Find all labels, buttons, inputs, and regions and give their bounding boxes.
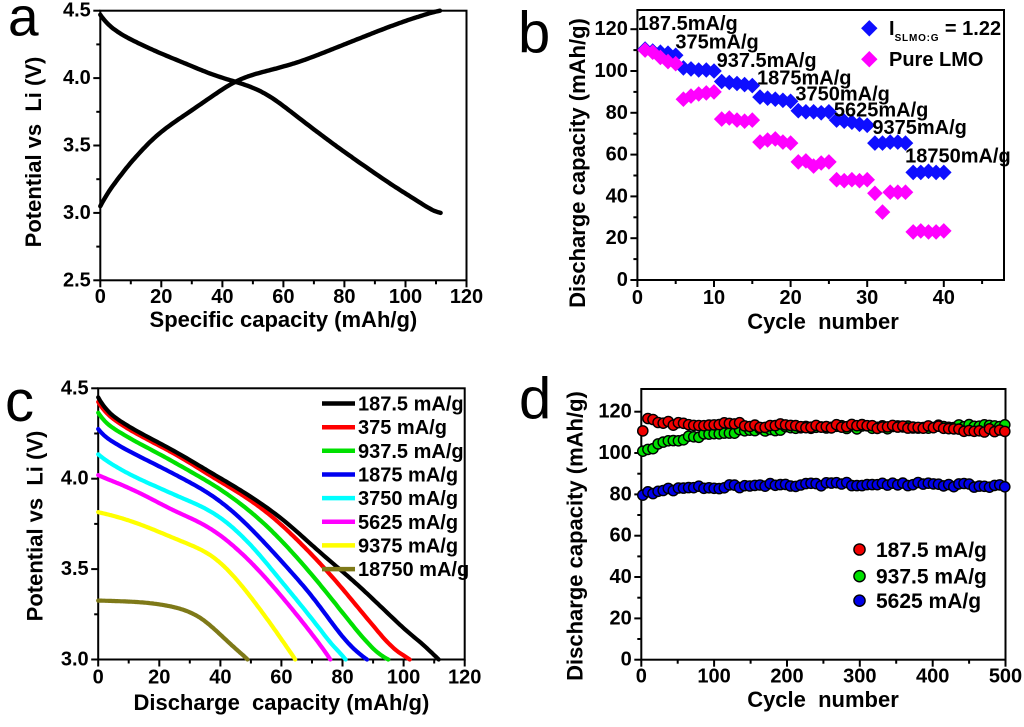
svg-text:40: 40: [933, 287, 955, 309]
svg-text:Pure LMO: Pure LMO: [889, 49, 983, 71]
svg-text:3750 mA/g: 3750 mA/g: [358, 488, 458, 510]
svg-text:100: 100: [595, 60, 628, 82]
svg-text:4.0: 4.0: [63, 67, 91, 89]
svg-text:18750 mA/g: 18750 mA/g: [358, 559, 469, 581]
svg-text:60: 60: [272, 286, 294, 308]
svg-text:0: 0: [621, 649, 632, 671]
svg-text:9375mA/g: 9375mA/g: [872, 117, 967, 139]
svg-text:375 mA/g: 375 mA/g: [358, 417, 447, 439]
svg-text:4.0: 4.0: [61, 468, 89, 490]
svg-text:20: 20: [606, 227, 628, 249]
svg-text:5625mA/g: 5625mA/g: [834, 100, 929, 122]
svg-text:80: 80: [331, 667, 353, 689]
svg-text:b: b: [518, 1, 550, 66]
svg-text:400: 400: [916, 666, 949, 688]
svg-text:1875 mA/g: 1875 mA/g: [358, 465, 458, 487]
svg-text:120: 120: [448, 667, 481, 689]
svg-text:d: d: [519, 367, 551, 432]
svg-text:187.5 mA/g: 187.5 mA/g: [876, 539, 987, 562]
svg-text:4.5: 4.5: [61, 377, 89, 399]
svg-text:2.5: 2.5: [63, 269, 91, 291]
svg-text:187.5 mA/g: 187.5 mA/g: [358, 394, 464, 416]
svg-text:30: 30: [856, 287, 878, 309]
svg-text:40: 40: [610, 566, 632, 588]
svg-text:60: 60: [270, 667, 292, 689]
svg-text:Potential vs Li (V): Potential vs Li (V): [23, 431, 48, 622]
svg-text:Potential vs Li (V): Potential vs Li (V): [21, 57, 46, 248]
svg-text:80: 80: [606, 102, 628, 124]
svg-text:20: 20: [150, 286, 172, 308]
svg-text:40: 40: [606, 185, 628, 207]
svg-text:120: 120: [595, 18, 628, 40]
svg-text:100: 100: [598, 442, 631, 464]
svg-text:937.5 mA/g: 937.5 mA/g: [358, 441, 464, 463]
svg-text:187.5mA/g: 187.5mA/g: [638, 13, 738, 35]
svg-text:Discharge capacity (mAh/g): Discharge capacity (mAh/g): [565, 18, 590, 308]
svg-text:100: 100: [697, 666, 730, 688]
svg-text:3.0: 3.0: [61, 649, 89, 671]
svg-text:120: 120: [598, 401, 631, 423]
svg-text:0: 0: [95, 286, 106, 308]
svg-text:20: 20: [779, 287, 801, 309]
svg-text:20: 20: [148, 667, 170, 689]
svg-text:120: 120: [450, 286, 483, 308]
svg-text:c: c: [5, 369, 34, 434]
svg-text:100: 100: [387, 667, 420, 689]
svg-text:375mA/g: 375mA/g: [675, 32, 758, 54]
svg-text:80: 80: [610, 483, 632, 505]
svg-text:20: 20: [610, 607, 632, 629]
svg-text:0: 0: [617, 269, 628, 291]
svg-text:5625 mA/g: 5625 mA/g: [358, 512, 458, 534]
svg-text:Discharge capacity (mAh/g): Discharge capacity (mAh/g): [563, 391, 588, 681]
svg-text:0: 0: [93, 667, 104, 689]
svg-text:0: 0: [632, 287, 643, 309]
svg-text:40: 40: [211, 286, 233, 308]
svg-text:1875mA/g: 1875mA/g: [757, 68, 852, 90]
svg-text:ISLMO:G = 1.22: ISLMO:G = 1.22: [889, 18, 1001, 44]
svg-text:60: 60: [610, 525, 632, 547]
svg-text:Cycle number: Cycle number: [747, 687, 899, 712]
svg-text:937.5mA/g: 937.5mA/g: [717, 50, 817, 72]
svg-text:Discharge capacity (mAh/g): Discharge capacity (mAh/g): [133, 690, 429, 715]
svg-text:Specific capacity (mAh/g): Specific capacity (mAh/g): [150, 307, 418, 332]
svg-text:3.0: 3.0: [63, 202, 91, 224]
svg-text:3.5: 3.5: [61, 558, 89, 580]
svg-text:300: 300: [843, 666, 876, 688]
svg-text:0: 0: [636, 666, 647, 688]
svg-text:a: a: [8, 0, 39, 48]
svg-text:4.5: 4.5: [63, 0, 91, 22]
svg-text:500: 500: [989, 666, 1022, 688]
svg-text:80: 80: [333, 286, 355, 308]
svg-text:60: 60: [606, 144, 628, 166]
svg-text:40: 40: [209, 667, 231, 689]
svg-text:3.5: 3.5: [63, 135, 91, 157]
svg-text:3750mA/g: 3750mA/g: [795, 84, 890, 106]
svg-text:18750mA/g: 18750mA/g: [905, 146, 1011, 168]
svg-text:200: 200: [770, 666, 803, 688]
svg-text:Cycle number: Cycle number: [747, 309, 899, 334]
svg-text:10: 10: [703, 287, 725, 309]
svg-text:9375 mA/g: 9375 mA/g: [358, 535, 458, 557]
svg-text:937.5 mA/g: 937.5 mA/g: [876, 566, 987, 589]
svg-text:5625 mA/g: 5625 mA/g: [876, 590, 981, 613]
svg-text:100: 100: [389, 286, 422, 308]
